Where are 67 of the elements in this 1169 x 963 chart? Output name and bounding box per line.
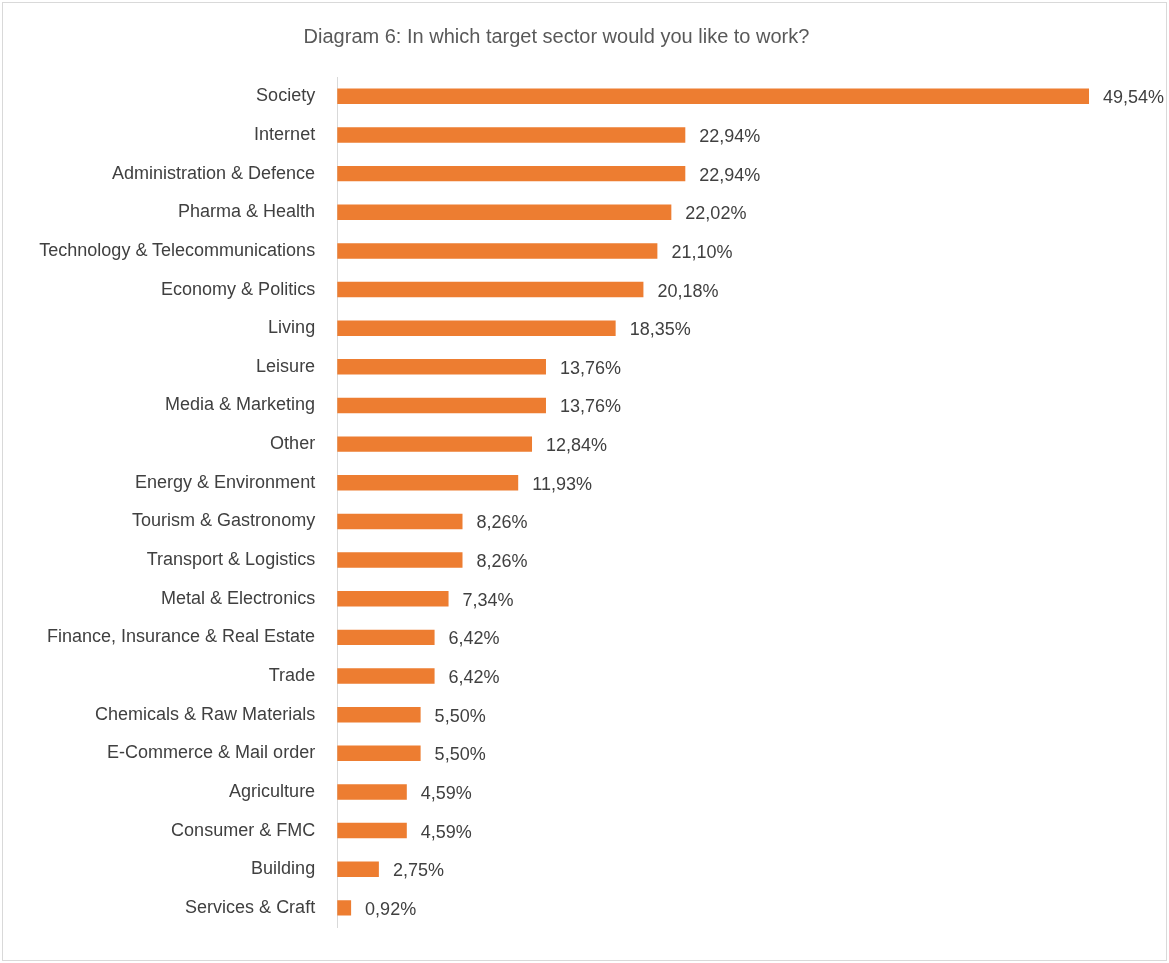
data-label: 5,50%: [434, 744, 486, 765]
chart-title: Diagram 6: In which target sector would you like to work?: [303, 24, 810, 47]
data-label: 20,18%: [657, 280, 719, 301]
data-label: 6,42%: [448, 666, 500, 687]
y-tick-label: Administration & Defence: [112, 162, 316, 183]
y-tick-label: Metal & Electronics: [161, 587, 316, 608]
y-tick-label: Pharma & Health: [178, 201, 316, 222]
y-tick-label: Internet: [254, 123, 316, 144]
bar: [337, 475, 519, 491]
data-label: 22,94%: [699, 164, 761, 185]
y-tick-label: Other: [270, 433, 316, 454]
bar: [337, 629, 435, 646]
data-label: 4,59%: [420, 821, 472, 842]
bar: [337, 320, 616, 336]
y-tick-label: Tourism & Gastronomy: [132, 510, 316, 531]
bar: [337, 165, 686, 182]
data-label: 13,76%: [559, 396, 622, 417]
data-label: 22,02%: [685, 203, 747, 224]
y-tick-label: Building: [251, 858, 316, 879]
y-tick-label: Transport & Logistics: [146, 549, 316, 570]
y-tick-label: Energy & Environment: [135, 471, 316, 492]
y-tick-label: Society: [256, 85, 316, 106]
data-label: 8,26%: [476, 512, 528, 533]
bar: [337, 706, 421, 723]
bar: [337, 861, 379, 877]
data-label: 7,34%: [462, 589, 514, 610]
data-label: 0,92%: [365, 898, 417, 919]
y-tick-label: Economy & Politics: [161, 278, 316, 299]
bar: [337, 668, 435, 684]
bar: [337, 204, 672, 220]
y-tick-label: Technology & Telecommunications: [39, 239, 316, 260]
y-tick-label: Finance, Insurance & Real Estate: [46, 626, 316, 647]
data-label: 5,50%: [434, 705, 486, 726]
bar: [337, 436, 533, 452]
data-label: 18,35%: [629, 319, 691, 340]
y-tick-label: Chemicals & Raw Materials: [95, 703, 316, 724]
data-label: 6,42%: [448, 628, 500, 649]
y-tick-label: Media & Marketing: [165, 394, 316, 415]
data-label: 11,93%: [532, 473, 592, 494]
data-label: 22,94%: [699, 125, 761, 146]
y-tick-label: Living: [268, 317, 316, 338]
bar: [337, 822, 407, 839]
y-tick-label: Agriculture: [229, 780, 316, 801]
bar: [337, 243, 658, 259]
bar: [337, 397, 546, 414]
bar: [337, 745, 421, 762]
bar: [337, 552, 463, 568]
data-label: 2,75%: [392, 860, 444, 881]
bar: [337, 127, 686, 143]
data-label: 49,54%: [1103, 87, 1165, 108]
y-tick-label: Leisure: [256, 355, 316, 376]
data-label: 12,84%: [546, 435, 608, 456]
bar: [337, 900, 352, 916]
bar: [337, 88, 1090, 105]
data-label: 21,10%: [671, 241, 733, 262]
y-tick-label: E-Commerce & Mail order: [107, 742, 316, 763]
y-tick-label: Trade: [268, 664, 316, 685]
data-label: 13,76%: [559, 357, 622, 378]
y-tick-label: Services & Craft: [185, 896, 316, 917]
y-tick-label: Consumer & FMC: [171, 819, 316, 840]
bar: [337, 281, 644, 298]
bar: [337, 513, 463, 530]
data-label: 8,26%: [476, 551, 528, 572]
bar: [337, 590, 449, 607]
data-label: 4,59%: [420, 782, 472, 803]
bar: [337, 784, 407, 800]
bar: [337, 359, 546, 375]
